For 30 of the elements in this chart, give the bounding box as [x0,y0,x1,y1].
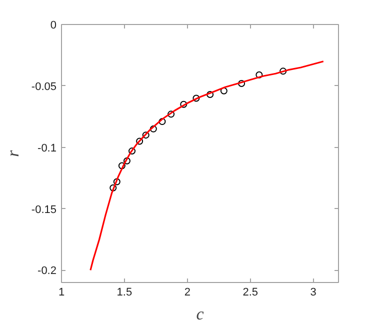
point [142,132,150,139]
point [136,138,144,145]
point [220,87,228,94]
x-tick-label: 3 [310,286,316,298]
y-tick-label: -0.05 [31,80,57,93]
x-tick-label: 1 [58,286,65,298]
point [150,125,157,132]
point [128,148,136,155]
y-axis-title: r [3,150,22,157]
point [168,110,175,118]
y-tick-label: -0.1 [38,142,57,154]
point [180,100,188,108]
x-tick-label: 2 [184,286,190,298]
point [158,118,166,126]
x-tick-label: 2.5 [242,286,258,298]
point [206,91,214,98]
point [280,68,287,75]
point [192,94,200,102]
point [110,184,117,192]
point [113,178,120,186]
point [118,162,126,170]
y-tick-label: -0.2 [38,265,57,278]
x-axis-title: c [196,304,204,324]
y-tick-label: -0.15 [31,204,57,216]
point [238,80,246,87]
point [123,157,130,164]
point [256,71,263,78]
line-series [90,60,324,272]
x-tick-label: 1.5 [116,286,132,298]
y-tick-label: 0 [50,20,57,32]
